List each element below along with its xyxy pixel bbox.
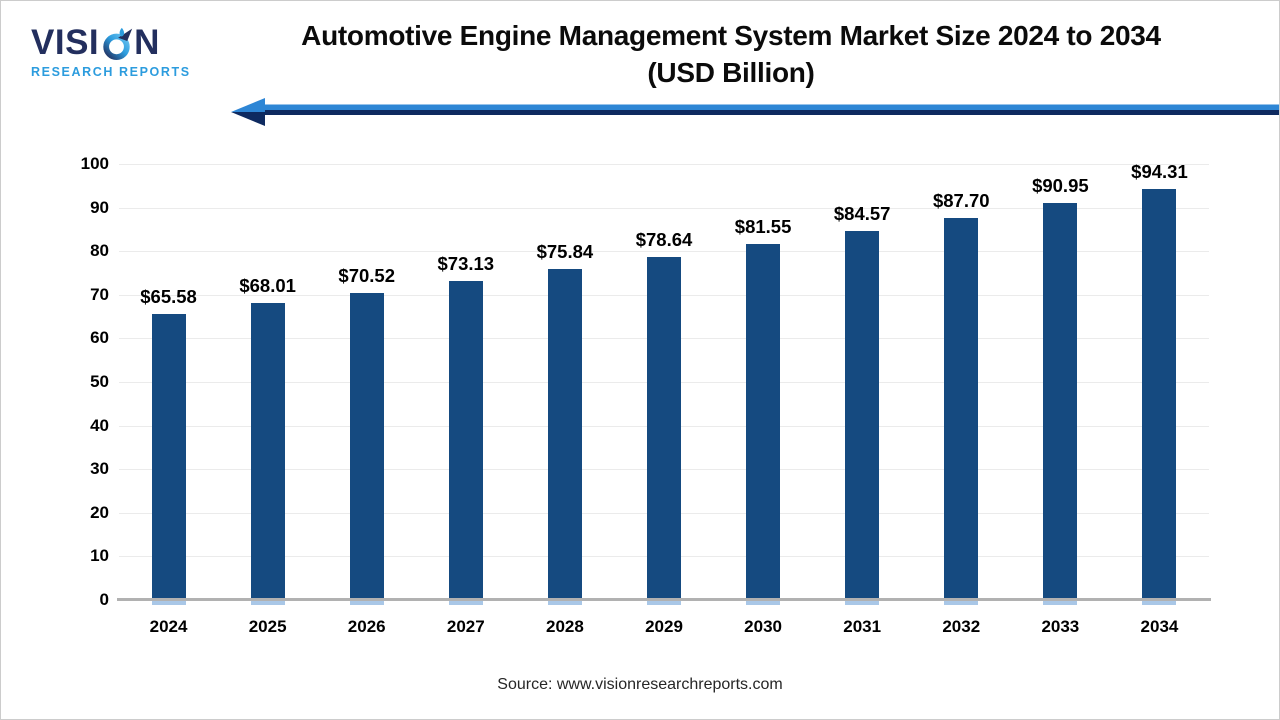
y-axis-tick-label: 30 (90, 459, 109, 479)
bar-bottom-tab (151, 600, 186, 605)
value-label-2027: $73.13 (437, 253, 495, 275)
chart-title-line2: (USD Billion) (647, 57, 815, 88)
bar-2030 (746, 244, 781, 600)
bar-bottom-tab (647, 600, 681, 605)
chart-title: Automotive Engine Management System Mark… (231, 17, 1231, 91)
gridline-y-90 (119, 207, 1209, 209)
logo-brand-name: VISI N (31, 25, 201, 60)
gridline-y-100 (119, 164, 1209, 165)
bar-2031 (845, 231, 880, 600)
bar-2034 (1142, 188, 1177, 600)
bar-2029 (647, 257, 681, 600)
bar-bottom-tab (944, 600, 979, 605)
x-axis-baseline (117, 598, 1211, 601)
value-label-2029: $78.64 (635, 229, 693, 251)
y-axis-tick-label: 90 (90, 197, 109, 217)
value-label-2028: $75.84 (536, 241, 594, 263)
bar-2025 (250, 303, 285, 600)
value-label-2025: $68.01 (239, 275, 296, 297)
x-axis-label-2034: 2034 (1140, 617, 1179, 636)
logo-brand-suffix: N (134, 23, 160, 62)
bar-2032 (944, 217, 979, 600)
y-axis-tick-label: 10 (90, 546, 109, 566)
x-axis-label-2032: 2032 (942, 617, 981, 636)
bar-2024 (151, 314, 186, 600)
bar-bottom-tab (349, 600, 384, 605)
bar-bottom-tab (1043, 600, 1078, 605)
y-axis-tick-label: 20 (90, 502, 109, 522)
x-axis-label-2024: 2024 (149, 617, 188, 636)
vision-research-reports-logo: VISI N RESEARCH REPORTS (31, 25, 201, 79)
x-axis-label-2033: 2033 (1041, 617, 1080, 636)
logo-tagline: RESEARCH REPORTS (31, 65, 191, 79)
bar-bottom-tab (250, 600, 285, 605)
bar-bottom-tab (845, 600, 880, 605)
x-axis-label-2025: 2025 (248, 617, 287, 636)
x-axis-label-2027: 2027 (446, 617, 485, 636)
value-label-2034: $94.31 (1131, 160, 1188, 182)
x-axis-label-2028: 2028 (545, 617, 584, 636)
left-arrow-divider-icon (231, 98, 1279, 126)
bar-bottom-tab (547, 600, 582, 605)
logo-swoosh-o-icon (103, 27, 133, 60)
y-axis-tick-label: 60 (90, 328, 109, 348)
bar-2028 (547, 269, 582, 600)
bar-bottom-tab (746, 600, 781, 605)
plot-area: 0 10 20 30 40 50 60 70 80 90 100 $65.58 2024 $68.01 20… (81, 154, 1211, 636)
source-attribution: Source: www.visionresearchreports.com (497, 676, 783, 693)
value-label-2033: $90.95 (1032, 175, 1089, 197)
logo-brand-prefix: VISI (31, 23, 100, 62)
x-axis-label-2029: 2029 (645, 617, 683, 636)
y-axis-tick-label: 40 (90, 415, 109, 435)
y-axis-tick-label: 100 (80, 154, 109, 173)
bar-2027 (448, 281, 483, 600)
gridline-y-80 (119, 251, 1209, 253)
x-axis-label-2030: 2030 (744, 617, 782, 636)
y-axis-tick-label: 80 (90, 241, 109, 261)
y-axis-tick-label: 0 (99, 590, 109, 609)
value-label-2032: $87.70 (932, 189, 990, 211)
x-axis-label-2031: 2031 (843, 617, 882, 636)
x-axis-label-2026: 2026 (347, 617, 386, 636)
value-label-2030: $81.55 (734, 216, 792, 238)
chart-title-line1: Automotive Engine Management System Mark… (301, 20, 1161, 51)
y-axis-tick-label: 70 (90, 284, 109, 304)
y-axis-tick-label: 50 (90, 372, 109, 391)
bar-bottom-tab (1142, 600, 1177, 605)
bar-2026 (349, 292, 384, 600)
value-label-2024: $65.58 (140, 286, 197, 308)
bar-2033 (1043, 203, 1078, 600)
value-label-2026: $70.52 (338, 264, 396, 286)
value-label-2031: $84.57 (833, 203, 891, 225)
bar-bottom-tab (448, 600, 483, 605)
